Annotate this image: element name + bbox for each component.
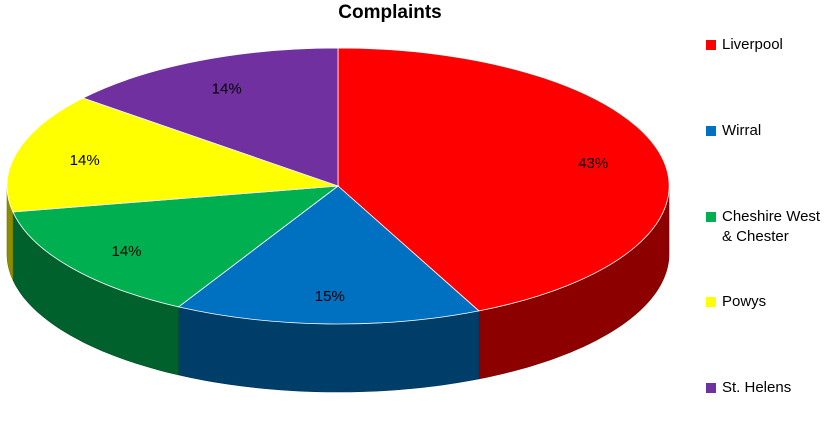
legend-item-liverpool: Liverpool — [706, 35, 836, 55]
pie-sides — [6, 185, 670, 393]
pie-slice-cheshire-west-chester — [12, 185, 340, 308]
pie-slice-powys — [6, 97, 339, 213]
pie-slice-st-helens — [81, 47, 339, 187]
data-label-wirral: 15% — [315, 288, 345, 305]
legend-item-powys: Powys — [706, 292, 836, 312]
data-label-cheshire-west-chester: 14% — [111, 243, 141, 260]
legend-item-wirral: Wirral — [706, 121, 836, 141]
legend-swatch-st-helens — [706, 383, 716, 393]
legend-label-liverpool: Liverpool — [722, 36, 783, 53]
legend-label-st-helens: St. Helens — [722, 379, 792, 396]
chart-title: Complaints — [338, 2, 442, 23]
legend-swatch-liverpool — [706, 40, 716, 50]
data-label-powys: 14% — [70, 152, 100, 169]
pie-slice-wirral — [177, 185, 480, 325]
legend-label-wirral: Wirral — [722, 122, 762, 139]
legend-label-cheshire-west-chester: Cheshire West & Chester — [722, 208, 821, 245]
legend-swatch-wirral — [706, 126, 716, 136]
legend-label-powys: Powys — [722, 293, 767, 310]
pie-slice-liverpool — [337, 47, 670, 312]
legend-item-cheshire-west-chester: Cheshire West & Chester — [706, 207, 836, 247]
pie-tops — [6, 47, 670, 325]
pie-data-labels: 43% 15% 14% 14% 14% — [70, 80, 609, 305]
legend-item-st-helens: St. Helens — [706, 378, 836, 398]
legend-swatch-powys — [706, 297, 716, 307]
legend-swatch-cheshire-west-chester — [706, 212, 716, 222]
data-label-liverpool: 43% — [578, 155, 608, 172]
data-label-st-helens: 14% — [212, 80, 242, 97]
